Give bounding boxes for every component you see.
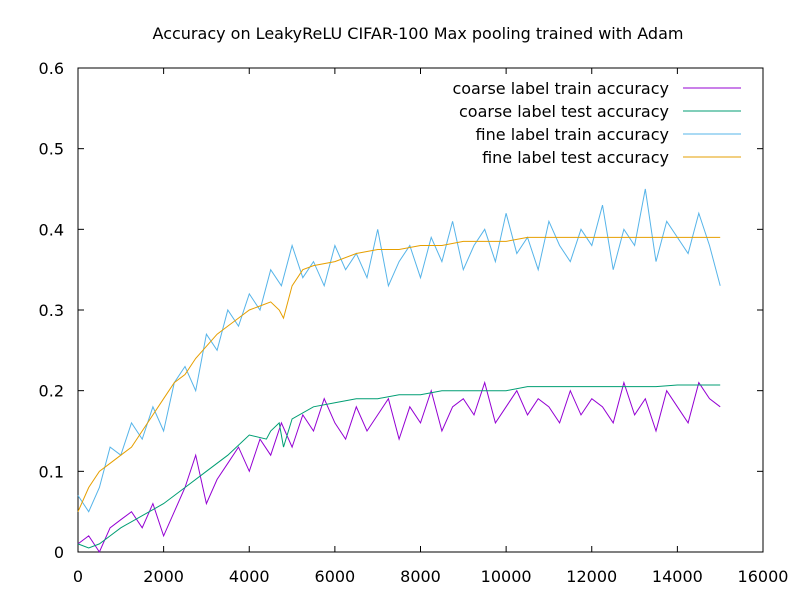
y-tick-label: 0: [54, 543, 64, 562]
y-tick-label: 0.6: [39, 59, 64, 78]
legend-label: coarse label train accuracy: [452, 79, 669, 98]
legend-label: coarse label test accuracy: [459, 102, 669, 121]
legend-label: fine label train accuracy: [476, 125, 669, 144]
series-line-1: [77, 380, 721, 554]
x-tick-label: 4000: [229, 567, 270, 586]
series-line-3: [77, 188, 721, 513]
x-tick-label: 6000: [315, 567, 356, 586]
legend: coarse label train accuracy coarse label …: [452, 79, 741, 167]
x-tick-label: 0: [73, 567, 83, 586]
y-tick-label: 0.2: [39, 382, 64, 401]
axis-ticks: 0 2000 4000 6000 8000 10000 12000 14000 16000 0 0.…: [39, 59, 789, 586]
x-tick-label: 14000: [652, 567, 703, 586]
series-line-4: [77, 236, 721, 512]
y-tick-label: 0.5: [39, 140, 64, 159]
chart-title: Accuracy on LeakyReLU CIFAR-100 Max pool…: [153, 24, 684, 43]
y-tick-label: 0.1: [39, 462, 64, 481]
x-tick-label: 12000: [566, 567, 617, 586]
series-layer: [77, 188, 721, 554]
x-tick-label: 16000: [738, 567, 789, 586]
series-line-2: [77, 384, 721, 549]
y-tick-label: 0.4: [39, 220, 64, 239]
x-tick-label: 10000: [481, 567, 532, 586]
y-tick-label: 0.3: [39, 301, 64, 320]
x-tick-label: 2000: [143, 567, 184, 586]
legend-label: fine label test accuracy: [482, 148, 669, 167]
x-tick-label: 8000: [400, 567, 441, 586]
